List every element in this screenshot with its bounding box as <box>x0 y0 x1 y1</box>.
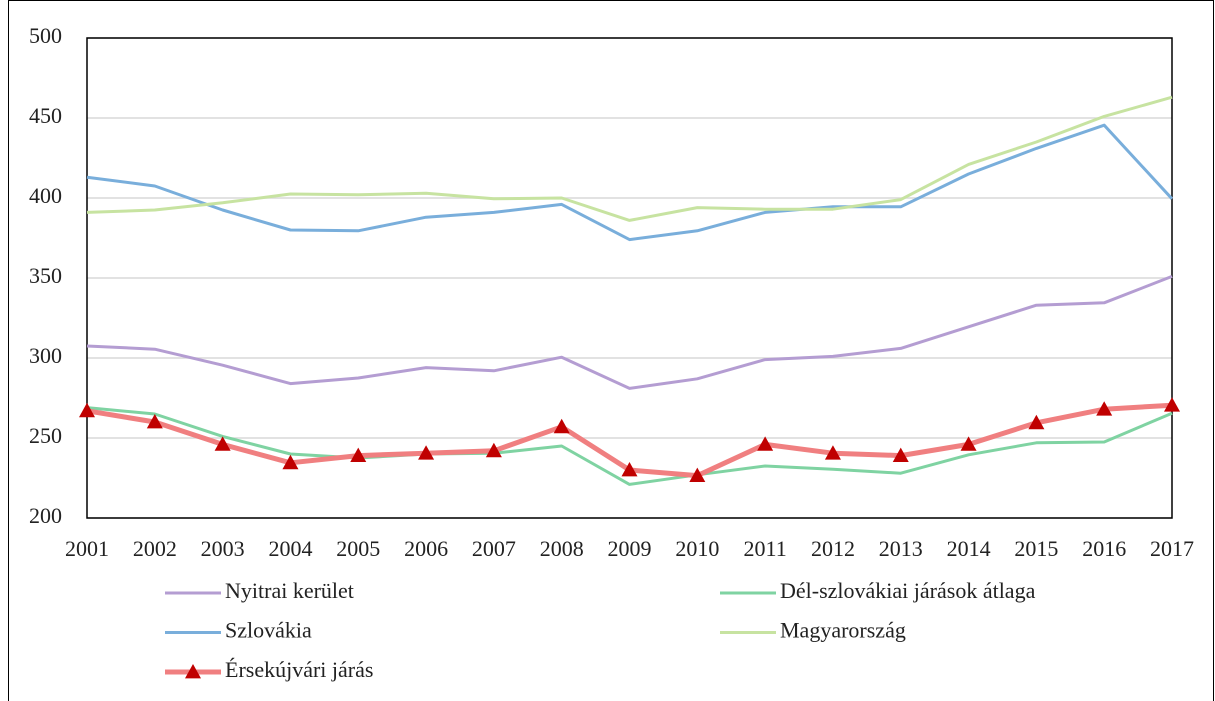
marker <box>824 445 841 460</box>
x-tick-label: 2012 <box>811 536 855 561</box>
marker <box>689 467 706 482</box>
x-tick-label: 2014 <box>947 536 991 561</box>
marker <box>757 436 774 451</box>
x-tick-label: 2017 <box>1150 536 1194 561</box>
y-tick-label: 400 <box>29 183 62 208</box>
y-tick-label: 500 <box>29 23 62 48</box>
frame <box>8 0 1214 701</box>
marker <box>214 436 231 451</box>
legend-label: Magyarország <box>780 618 906 643</box>
legend-label: Érsekújvári járás <box>225 657 373 682</box>
marker <box>621 462 638 477</box>
legend-marker <box>185 664 201 679</box>
x-tick-label: 2002 <box>133 536 177 561</box>
marker <box>960 436 977 451</box>
legend-label: Dél-szlovákiai járások átlaga <box>780 578 1036 603</box>
x-tick-label: 2004 <box>268 536 312 561</box>
marker <box>282 454 299 470</box>
x-tick-label: 2015 <box>1014 536 1058 561</box>
marker <box>418 445 435 460</box>
series-line <box>86 406 1173 486</box>
x-tick-label: 2005 <box>336 536 380 561</box>
marker <box>146 414 163 429</box>
series-line <box>86 123 1174 242</box>
x-tick-label: 2006 <box>404 536 448 561</box>
x-tick-label: 2011 <box>744 536 787 561</box>
marker <box>1028 414 1045 430</box>
legend-label: Nyitrai kerület <box>225 578 354 603</box>
marker <box>553 418 570 434</box>
marker <box>79 402 95 418</box>
x-tick-label: 2009 <box>608 536 652 561</box>
y-tick-label: 450 <box>29 103 62 128</box>
y-tick-label: 250 <box>29 423 62 448</box>
marker <box>892 447 909 462</box>
marker <box>485 442 502 458</box>
x-tick-label: 2007 <box>472 536 516 561</box>
x-tick-label: 2008 <box>540 536 584 561</box>
x-tick-label: 2003 <box>201 536 245 561</box>
series-line <box>86 275 1173 390</box>
y-tick-label: 200 <box>29 503 62 528</box>
x-tick-label: 2010 <box>675 536 719 561</box>
series-line <box>86 95 1173 222</box>
y-tick-label: 300 <box>29 343 62 368</box>
marker <box>1096 401 1113 416</box>
y-tick-label: 350 <box>29 263 62 288</box>
x-tick-label: 2013 <box>879 536 923 561</box>
x-tick-label: 2001 <box>65 536 109 561</box>
marker <box>1164 397 1180 412</box>
legend-label: Szlovákia <box>225 618 312 643</box>
marker <box>350 447 367 462</box>
x-tick-label: 2016 <box>1082 536 1126 561</box>
